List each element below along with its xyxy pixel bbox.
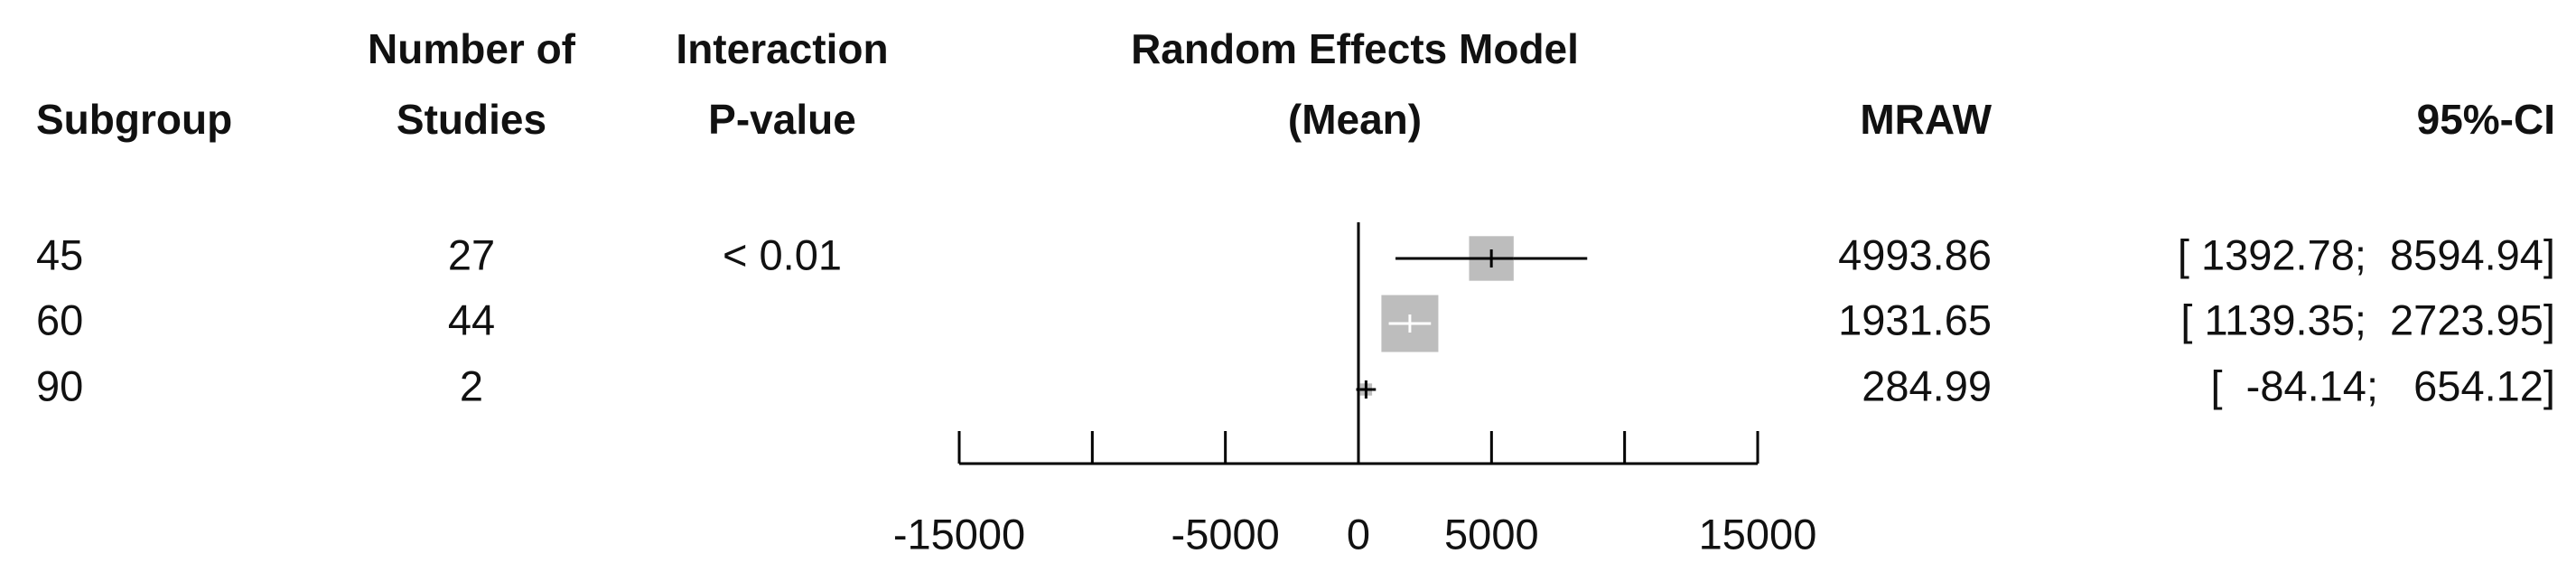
x-tick-label: 5000 xyxy=(1444,510,1539,558)
subgroup-label: 90 xyxy=(36,361,83,409)
p-value: < 0.01 xyxy=(723,230,842,278)
studies-count: 2 xyxy=(460,361,483,409)
subgroup-label: 45 xyxy=(36,230,83,278)
column-header: Subgroup xyxy=(36,96,232,143)
column-header: Number of xyxy=(368,25,576,72)
mean-value: 284.99 xyxy=(1862,361,1992,409)
column-header: Studies xyxy=(397,96,546,143)
subgroup-label: 60 xyxy=(36,296,83,343)
column-header: Interaction xyxy=(676,25,888,72)
studies-count: 44 xyxy=(448,296,495,343)
mean-value: 4993.86 xyxy=(1838,230,1992,278)
x-tick-label: -5000 xyxy=(1171,510,1280,558)
ci-label: [ 1392.78; 8594.94] xyxy=(2178,230,2555,278)
column-header: MRAW xyxy=(1860,96,1992,143)
studies-count: 27 xyxy=(448,230,495,278)
column-header: P-value xyxy=(708,96,856,143)
ci-label: [ -84.14; 654.12] xyxy=(2211,361,2556,409)
x-tick-label: 0 xyxy=(1347,510,1370,558)
column-header: (Mean) xyxy=(1288,96,1422,143)
ci-label: [ 1139.35; 2723.95] xyxy=(2180,296,2555,343)
column-header: 95%-CI xyxy=(2417,96,2555,143)
x-tick-label: -15000 xyxy=(893,510,1025,558)
x-tick-label: 15000 xyxy=(1699,510,1817,558)
column-header: Random Effects Model xyxy=(1131,25,1579,72)
mean-value: 1931.65 xyxy=(1838,296,1992,343)
